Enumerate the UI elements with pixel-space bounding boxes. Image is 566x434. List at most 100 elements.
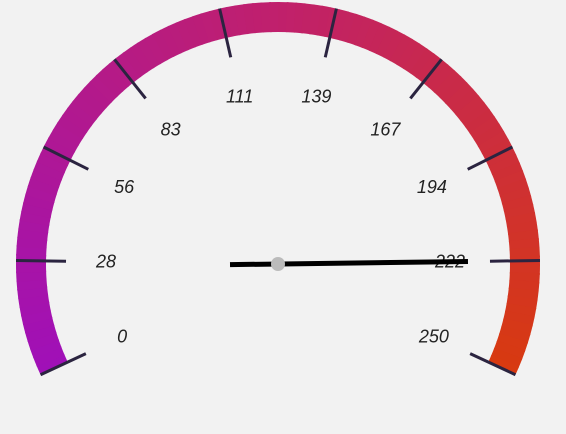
gauge-band-segment	[346, 13, 366, 46]
gauge-band-segment	[269, 1, 280, 33]
gauge-band-segment	[191, 13, 211, 45]
gauge-band-segment	[33, 346, 65, 367]
gauge-band-segment	[477, 130, 509, 155]
gauge-band	[15, 1, 540, 375]
gauge-band-segment	[159, 25, 182, 57]
gauge-band-segment	[61, 107, 93, 133]
gauge-band-segment	[89, 74, 118, 103]
gauge-band-segment	[18, 219, 50, 234]
gauge-band-segment	[52, 121, 84, 146]
gauge-band-segment	[509, 246, 540, 259]
gauge-tick-6	[409, 58, 443, 100]
gauge-band-segment	[501, 195, 534, 213]
gauge-tick-label-0: 0	[117, 327, 127, 347]
gauge-band-segment	[22, 316, 55, 334]
gauge-tick-labels: 0285683111139167194222250	[95, 86, 465, 346]
gauge-tick-9	[469, 352, 517, 377]
gauge-band-segment	[409, 48, 435, 79]
gauge-band-segment	[122, 47, 148, 78]
gauge-band-segment	[396, 38, 421, 70]
gauge-band-segment	[308, 4, 324, 36]
gauge-band-segment	[460, 101, 491, 128]
gauge-band-segment	[402, 43, 428, 74]
gauge-band-segment	[503, 310, 535, 327]
gauge-needle	[229, 258, 469, 268]
gauge-band-segment	[382, 30, 406, 62]
gauge-band-segment	[144, 33, 168, 65]
gauge-tick-label-6: 167	[370, 120, 401, 140]
gauge-band-segment	[44, 136, 76, 160]
gauge-band-segment	[21, 201, 53, 219]
gauge-band-segment	[509, 264, 540, 275]
gauge-band-segment	[501, 318, 533, 336]
gauge-band-segment	[24, 324, 57, 343]
gauge-band-segment	[361, 19, 382, 52]
gauge-band-segment	[354, 16, 374, 49]
gauge-band-segment	[30, 168, 62, 189]
gauge-band-segment	[508, 238, 540, 251]
gauge-band-segment	[339, 11, 358, 43]
gauge-tick-0	[39, 352, 87, 377]
gauge-band-segment	[485, 146, 517, 168]
gauge-band-segment	[504, 302, 537, 319]
gauge-band-segment	[469, 115, 500, 141]
gauge-band-segment	[488, 153, 520, 176]
gauge-band-segment	[20, 309, 53, 326]
gauge-band-segment	[115, 52, 142, 83]
gauge-band-segment	[368, 22, 390, 55]
gauge-band-segment	[16, 278, 48, 291]
gauge-band-segment	[66, 100, 97, 127]
gauge-band-segment	[33, 160, 65, 181]
gauge-band-segment	[48, 129, 80, 153]
gauge-band-segment	[421, 58, 449, 88]
gauge-band-segment	[260, 2, 272, 33]
gauge-band-segment	[25, 184, 57, 203]
gauge-band-segment	[481, 138, 513, 161]
gauge-band-segment	[427, 64, 456, 94]
gauge-band-segment	[129, 42, 155, 73]
gauge-band-segment	[488, 354, 520, 375]
gauge-band-segment	[16, 270, 47, 282]
gauge-tick-2	[42, 145, 89, 171]
gauge-band-segment	[473, 123, 505, 148]
gauge-band-segment	[200, 10, 219, 43]
gauge-band-segment	[36, 353, 68, 375]
gauge-band-segment	[57, 114, 88, 140]
gauge-needle-group	[229, 257, 469, 271]
gauge-band-segment	[15, 262, 47, 274]
gauge-band-segment	[415, 53, 442, 83]
gauge-tick-label-7: 194	[417, 177, 447, 197]
gauge-band-segment	[444, 81, 474, 110]
gauge-band-segment	[433, 69, 462, 99]
gauge-band-segment	[496, 333, 529, 353]
gauge-tick-label-1: 28	[95, 252, 116, 272]
gauge-band-segment	[455, 95, 485, 122]
gauge-band-segment	[95, 68, 124, 98]
gauge-band-segment	[506, 295, 538, 310]
gauge-band-segment	[136, 37, 162, 69]
gauge-band-segment	[151, 29, 175, 61]
gauge-band-segment	[316, 5, 332, 37]
gauge-tick-4	[218, 8, 233, 58]
gauge-band-segment	[503, 203, 536, 220]
gauge-tick-1	[16, 259, 67, 263]
gauge-tick-8	[489, 259, 540, 263]
gauge-band-segment	[27, 331, 59, 351]
gauge-band-segment	[19, 210, 51, 226]
gauge-tick-7	[467, 145, 514, 171]
gauge-band-segment	[439, 75, 468, 104]
gauge-band-segment	[494, 170, 527, 190]
gauge-tick-label-5: 139	[301, 86, 331, 106]
gauge-tick-label-3: 83	[161, 120, 181, 140]
gauge-band-segment	[278, 2, 289, 33]
gauge-band-segment	[83, 80, 113, 109]
gauge-band-segment	[23, 193, 55, 211]
gauge-band-segment	[450, 88, 480, 116]
gauge-band-segment	[102, 62, 130, 93]
gauge-band-segment	[497, 178, 529, 198]
gauge-band-segment	[491, 161, 524, 183]
gauge-tick-label-9: 250	[418, 327, 449, 347]
gauge-band-segment	[464, 108, 496, 135]
gauge-band-segment	[208, 8, 226, 41]
